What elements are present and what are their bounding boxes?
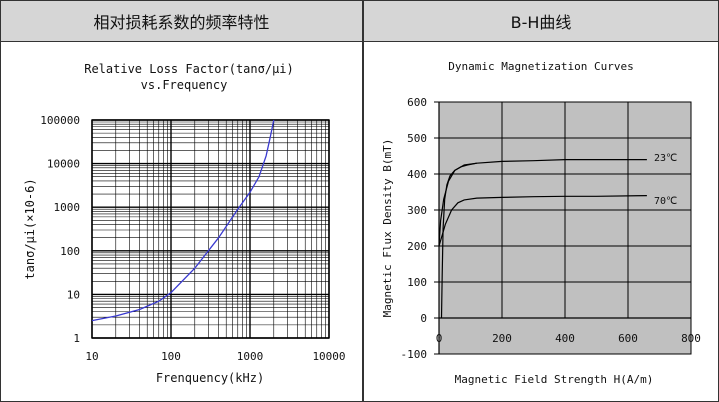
loss-factor-header: 相对损耗系数的频率特性 <box>1 1 362 42</box>
x-tick-label: 800 <box>681 332 701 345</box>
series-label: 23℃ <box>654 153 677 164</box>
y-axis-label: tanσ/μi(×10-6) <box>23 178 37 279</box>
y-tick-label: 1000 <box>54 201 81 214</box>
series-line-2 <box>438 195 647 247</box>
x-axis-label: Frenquency(kHz) <box>156 371 264 385</box>
bh-curve-chart: Dynamic Magnetization Curves -100 0 100 200 3… <box>381 60 701 386</box>
y-tick-label: 100 <box>60 245 80 258</box>
y-tick-label: -100 <box>401 348 428 361</box>
y-tick-label: 100 <box>407 276 427 289</box>
x-tick-label: 10 <box>85 350 98 363</box>
y-tick-label: 200 <box>407 240 427 253</box>
y-tick-label: 500 <box>407 132 427 145</box>
series-label: 70℃ <box>654 196 677 207</box>
x-tick-label: 1000 <box>237 350 264 363</box>
x-axis-label: Magnetic Field Strength H(A/m) <box>455 373 654 386</box>
y-tick-label: 0 <box>420 312 427 325</box>
y-tick-label: 1 <box>73 332 80 345</box>
chart-title: Relative Loss Factor(tanσ/μi) <box>84 62 294 76</box>
y-tick-label: 100000 <box>40 114 80 127</box>
chart-subtitle: vs.Frequency <box>141 78 228 92</box>
x-tick-label: 10000 <box>312 350 345 363</box>
bh-curve-header: B-H曲线 <box>364 1 718 42</box>
series-line-0 <box>91 119 275 322</box>
y-tick-label: 400 <box>407 168 427 181</box>
y-tick-label: 600 <box>407 96 427 109</box>
x-tick-label: 600 <box>618 332 638 345</box>
x-tick-label: 200 <box>492 332 512 345</box>
plot-frame <box>91 119 330 339</box>
x-tick-label: 0 <box>436 332 443 345</box>
loss-factor-panel: 相对损耗系数的频率特性 Relative Loss Factor(tanσ/μi… <box>0 0 363 402</box>
bh-curve-panel: B-H曲线 Dynamic Magnetization Curves -100 0 1… <box>363 0 719 402</box>
x-tick-label: 400 <box>555 332 575 345</box>
y-tick-label: 10000 <box>47 158 80 171</box>
y-tick-label: 10 <box>67 288 80 301</box>
chart-title: Dynamic Magnetization Curves <box>448 60 633 73</box>
x-tick-label: 100 <box>161 350 181 363</box>
y-axis-label: Magnetic Flux Density B(mT) <box>381 139 394 318</box>
loss-factor-chart: Relative Loss Factor(tanσ/μi) vs.Frequenc… <box>23 62 346 385</box>
series-line-1 <box>440 162 477 319</box>
y-tick-label: 300 <box>407 204 427 217</box>
